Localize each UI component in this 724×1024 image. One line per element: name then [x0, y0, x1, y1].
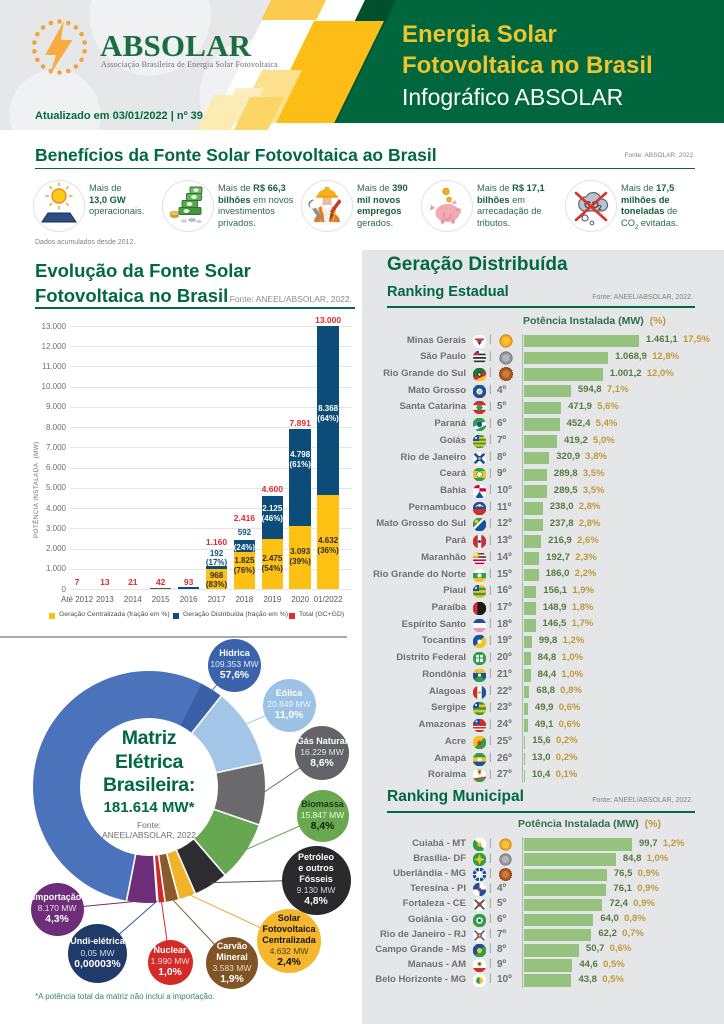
svg-text:2: 2 [598, 205, 602, 212]
